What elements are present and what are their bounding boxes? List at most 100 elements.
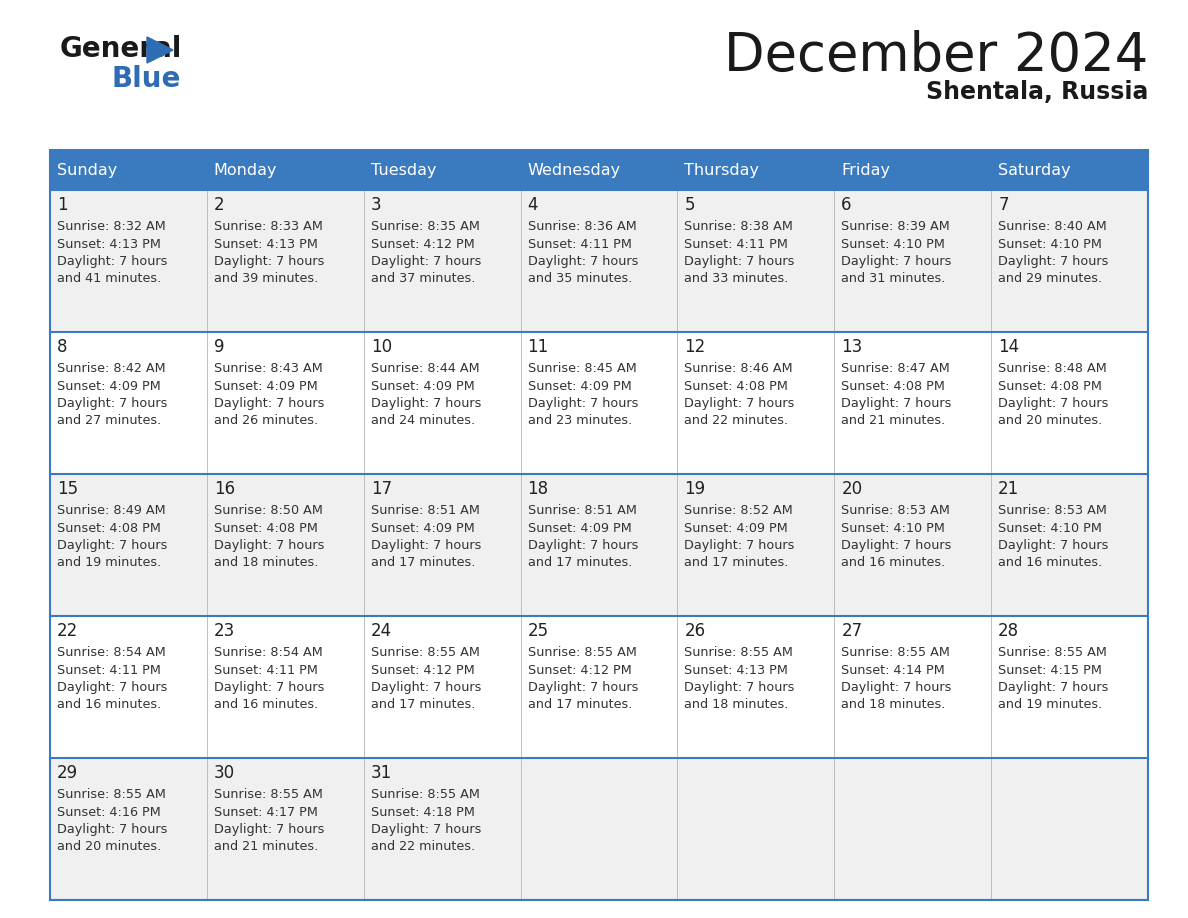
Text: Sunset: 4:08 PM: Sunset: 4:08 PM (684, 379, 789, 393)
Text: Sunset: 4:12 PM: Sunset: 4:12 PM (371, 664, 474, 677)
Text: 18: 18 (527, 480, 549, 498)
Text: and 17 minutes.: and 17 minutes. (371, 556, 475, 569)
Text: 12: 12 (684, 338, 706, 356)
Bar (991, 150, 1148, 190)
Text: Sunrise: 8:33 AM: Sunrise: 8:33 AM (214, 220, 323, 233)
Text: Sunrise: 8:53 AM: Sunrise: 8:53 AM (998, 504, 1107, 517)
Text: 15: 15 (57, 480, 78, 498)
Text: Sunset: 4:08 PM: Sunset: 4:08 PM (841, 379, 946, 393)
Text: and 41 minutes.: and 41 minutes. (57, 273, 162, 285)
Text: Sunrise: 8:55 AM: Sunrise: 8:55 AM (371, 646, 480, 659)
Text: and 24 minutes.: and 24 minutes. (371, 415, 475, 428)
Text: Sunset: 4:11 PM: Sunset: 4:11 PM (57, 664, 160, 677)
Text: Daylight: 7 hours: Daylight: 7 hours (998, 255, 1108, 268)
Text: Daylight: 7 hours: Daylight: 7 hours (214, 397, 324, 410)
Text: and 29 minutes.: and 29 minutes. (998, 273, 1102, 285)
Text: Daylight: 7 hours: Daylight: 7 hours (371, 681, 481, 694)
Text: 2: 2 (214, 196, 225, 214)
Text: 28: 28 (998, 622, 1019, 640)
Bar (50, 150, 207, 190)
Text: and 17 minutes.: and 17 minutes. (527, 556, 632, 569)
Text: Daylight: 7 hours: Daylight: 7 hours (841, 255, 952, 268)
Text: Daylight: 7 hours: Daylight: 7 hours (214, 823, 324, 836)
Text: and 31 minutes.: and 31 minutes. (841, 273, 946, 285)
Text: Sunrise: 8:54 AM: Sunrise: 8:54 AM (57, 646, 166, 659)
Text: Sunday: Sunday (57, 162, 118, 177)
Text: and 27 minutes.: and 27 minutes. (57, 415, 162, 428)
Text: and 37 minutes.: and 37 minutes. (371, 273, 475, 285)
Text: Blue: Blue (112, 65, 182, 93)
Text: 20: 20 (841, 480, 862, 498)
Text: and 17 minutes.: and 17 minutes. (371, 699, 475, 711)
Text: 16: 16 (214, 480, 235, 498)
Text: Daylight: 7 hours: Daylight: 7 hours (214, 539, 324, 552)
Text: Daylight: 7 hours: Daylight: 7 hours (57, 539, 168, 552)
Text: and 20 minutes.: and 20 minutes. (998, 415, 1102, 428)
Text: Daylight: 7 hours: Daylight: 7 hours (841, 681, 952, 694)
Text: and 23 minutes.: and 23 minutes. (527, 415, 632, 428)
Text: 13: 13 (841, 338, 862, 356)
Text: Thursday: Thursday (684, 162, 759, 177)
Text: Sunset: 4:10 PM: Sunset: 4:10 PM (998, 521, 1102, 534)
Bar (50, 190, 1148, 332)
Text: Friday: Friday (841, 162, 890, 177)
Text: 11: 11 (527, 338, 549, 356)
Text: Daylight: 7 hours: Daylight: 7 hours (998, 397, 1108, 410)
Text: Sunrise: 8:55 AM: Sunrise: 8:55 AM (998, 646, 1107, 659)
Text: 6: 6 (841, 196, 852, 214)
Text: 25: 25 (527, 622, 549, 640)
Text: General: General (61, 35, 183, 63)
Text: Sunrise: 8:45 AM: Sunrise: 8:45 AM (527, 362, 637, 375)
Text: Sunrise: 8:39 AM: Sunrise: 8:39 AM (841, 220, 950, 233)
Text: Sunrise: 8:48 AM: Sunrise: 8:48 AM (998, 362, 1107, 375)
Text: Sunset: 4:13 PM: Sunset: 4:13 PM (214, 238, 317, 251)
Text: and 26 minutes.: and 26 minutes. (214, 415, 318, 428)
Text: 4: 4 (527, 196, 538, 214)
Text: 3: 3 (371, 196, 381, 214)
Text: Daylight: 7 hours: Daylight: 7 hours (214, 681, 324, 694)
Text: 27: 27 (841, 622, 862, 640)
Text: 26: 26 (684, 622, 706, 640)
Text: Daylight: 7 hours: Daylight: 7 hours (57, 397, 168, 410)
Text: Sunset: 4:08 PM: Sunset: 4:08 PM (214, 521, 317, 534)
Text: and 22 minutes.: and 22 minutes. (684, 415, 789, 428)
Text: and 19 minutes.: and 19 minutes. (57, 556, 162, 569)
Bar (50, 332, 1148, 474)
Text: Sunrise: 8:54 AM: Sunrise: 8:54 AM (214, 646, 323, 659)
Text: Sunrise: 8:44 AM: Sunrise: 8:44 AM (371, 362, 479, 375)
Text: Sunset: 4:11 PM: Sunset: 4:11 PM (684, 238, 789, 251)
Text: 30: 30 (214, 764, 235, 782)
Text: Sunset: 4:13 PM: Sunset: 4:13 PM (57, 238, 160, 251)
Text: Sunset: 4:14 PM: Sunset: 4:14 PM (841, 664, 944, 677)
Text: Daylight: 7 hours: Daylight: 7 hours (371, 255, 481, 268)
Text: Daylight: 7 hours: Daylight: 7 hours (684, 681, 795, 694)
Bar (50, 150, 1148, 900)
Text: 29: 29 (57, 764, 78, 782)
Text: Sunset: 4:08 PM: Sunset: 4:08 PM (57, 521, 160, 534)
Text: Sunrise: 8:46 AM: Sunrise: 8:46 AM (684, 362, 794, 375)
Text: Sunset: 4:12 PM: Sunset: 4:12 PM (527, 664, 631, 677)
Text: Sunrise: 8:50 AM: Sunrise: 8:50 AM (214, 504, 323, 517)
Text: and 18 minutes.: and 18 minutes. (684, 699, 789, 711)
Bar (520, 150, 677, 190)
Text: Sunrise: 8:55 AM: Sunrise: 8:55 AM (214, 788, 323, 801)
Text: 17: 17 (371, 480, 392, 498)
Text: and 35 minutes.: and 35 minutes. (527, 273, 632, 285)
Text: 7: 7 (998, 196, 1009, 214)
Text: Sunset: 4:09 PM: Sunset: 4:09 PM (371, 379, 474, 393)
Text: Shentala, Russia: Shentala, Russia (925, 80, 1148, 104)
Text: Sunset: 4:09 PM: Sunset: 4:09 PM (57, 379, 160, 393)
Text: Sunrise: 8:35 AM: Sunrise: 8:35 AM (371, 220, 480, 233)
Text: Daylight: 7 hours: Daylight: 7 hours (371, 539, 481, 552)
Text: Daylight: 7 hours: Daylight: 7 hours (57, 255, 168, 268)
Text: Saturday: Saturday (998, 162, 1070, 177)
Text: Sunrise: 8:55 AM: Sunrise: 8:55 AM (57, 788, 166, 801)
Text: Daylight: 7 hours: Daylight: 7 hours (527, 397, 638, 410)
Text: and 21 minutes.: and 21 minutes. (841, 415, 946, 428)
Text: Sunrise: 8:55 AM: Sunrise: 8:55 AM (527, 646, 637, 659)
Text: Sunset: 4:09 PM: Sunset: 4:09 PM (684, 521, 788, 534)
Bar (50, 758, 1148, 900)
Text: 8: 8 (57, 338, 68, 356)
Text: Tuesday: Tuesday (371, 162, 436, 177)
Text: Sunrise: 8:55 AM: Sunrise: 8:55 AM (371, 788, 480, 801)
